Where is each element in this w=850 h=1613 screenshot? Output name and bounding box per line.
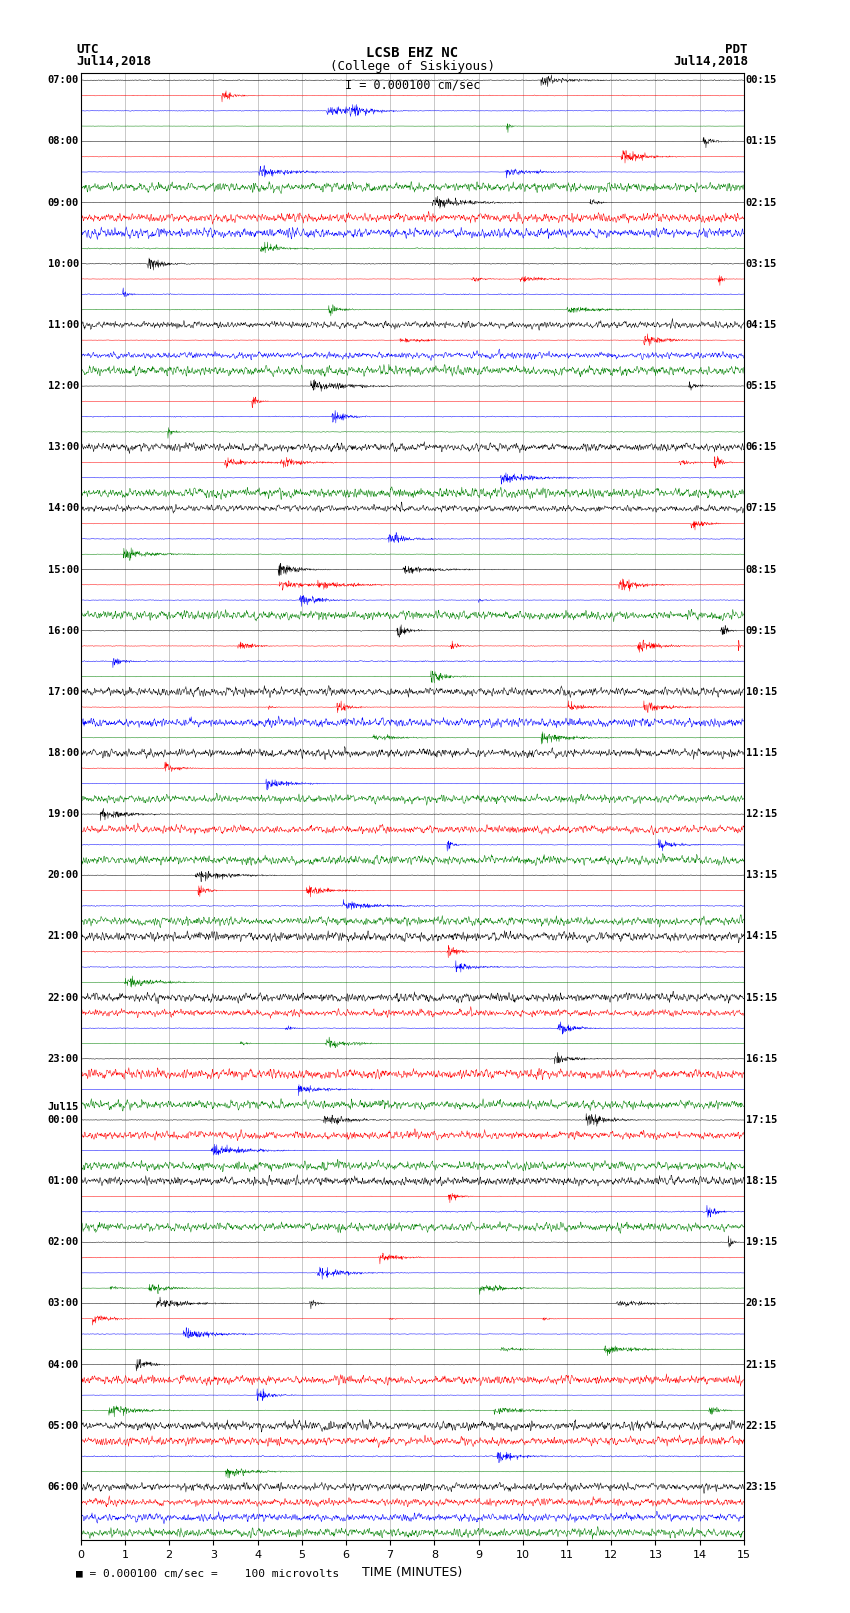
- Text: 14:00: 14:00: [48, 503, 79, 513]
- Text: 14:15: 14:15: [745, 931, 777, 942]
- Text: 15:15: 15:15: [745, 992, 777, 1003]
- Text: 02:15: 02:15: [745, 197, 777, 208]
- Text: 18:00: 18:00: [48, 748, 79, 758]
- Text: 00:00: 00:00: [48, 1115, 79, 1124]
- Text: I = 0.000100 cm/sec: I = 0.000100 cm/sec: [344, 79, 480, 92]
- Text: PDT: PDT: [726, 44, 748, 56]
- Text: 19:00: 19:00: [48, 810, 79, 819]
- Text: 22:15: 22:15: [745, 1421, 777, 1431]
- Text: 10:00: 10:00: [48, 258, 79, 269]
- Text: 23:00: 23:00: [48, 1053, 79, 1065]
- Text: 01:15: 01:15: [745, 137, 777, 147]
- Text: 01:00: 01:00: [48, 1176, 79, 1186]
- Text: 04:00: 04:00: [48, 1360, 79, 1369]
- Text: Jul14,2018: Jul14,2018: [76, 55, 151, 68]
- Text: 13:00: 13:00: [48, 442, 79, 452]
- Text: 21:00: 21:00: [48, 931, 79, 942]
- Text: 20:00: 20:00: [48, 871, 79, 881]
- Text: 05:00: 05:00: [48, 1421, 79, 1431]
- Text: UTC: UTC: [76, 44, 99, 56]
- Text: 15:00: 15:00: [48, 565, 79, 574]
- Text: 11:00: 11:00: [48, 319, 79, 331]
- Text: 06:00: 06:00: [48, 1482, 79, 1492]
- Text: 06:15: 06:15: [745, 442, 777, 452]
- Text: 09:00: 09:00: [48, 197, 79, 208]
- Text: 03:15: 03:15: [745, 258, 777, 269]
- Text: 09:15: 09:15: [745, 626, 777, 636]
- Text: 05:15: 05:15: [745, 381, 777, 390]
- Text: 07:00: 07:00: [48, 76, 79, 85]
- Text: 08:15: 08:15: [745, 565, 777, 574]
- Text: 17:00: 17:00: [48, 687, 79, 697]
- Text: 22:00: 22:00: [48, 992, 79, 1003]
- Text: 21:15: 21:15: [745, 1360, 777, 1369]
- Text: 13:15: 13:15: [745, 871, 777, 881]
- Text: LCSB EHZ NC: LCSB EHZ NC: [366, 45, 458, 60]
- Text: 19:15: 19:15: [745, 1237, 777, 1247]
- Text: 12:00: 12:00: [48, 381, 79, 390]
- Text: 10:15: 10:15: [745, 687, 777, 697]
- Text: 07:15: 07:15: [745, 503, 777, 513]
- Text: 17:15: 17:15: [745, 1115, 777, 1124]
- X-axis label: TIME (MINUTES): TIME (MINUTES): [362, 1566, 462, 1579]
- Text: 08:00: 08:00: [48, 137, 79, 147]
- Text: ■ = 0.000100 cm/sec =    100 microvolts: ■ = 0.000100 cm/sec = 100 microvolts: [76, 1569, 340, 1579]
- Text: 18:15: 18:15: [745, 1176, 777, 1186]
- Text: Jul14,2018: Jul14,2018: [673, 55, 748, 68]
- Text: Jul15: Jul15: [48, 1102, 79, 1111]
- Text: 16:15: 16:15: [745, 1053, 777, 1065]
- Text: 12:15: 12:15: [745, 810, 777, 819]
- Text: 11:15: 11:15: [745, 748, 777, 758]
- Text: 03:00: 03:00: [48, 1298, 79, 1308]
- Text: 16:00: 16:00: [48, 626, 79, 636]
- Text: 23:15: 23:15: [745, 1482, 777, 1492]
- Text: (College of Siskiyous): (College of Siskiyous): [330, 60, 495, 73]
- Text: 00:15: 00:15: [745, 76, 777, 85]
- Text: 04:15: 04:15: [745, 319, 777, 331]
- Text: 02:00: 02:00: [48, 1237, 79, 1247]
- Text: 20:15: 20:15: [745, 1298, 777, 1308]
